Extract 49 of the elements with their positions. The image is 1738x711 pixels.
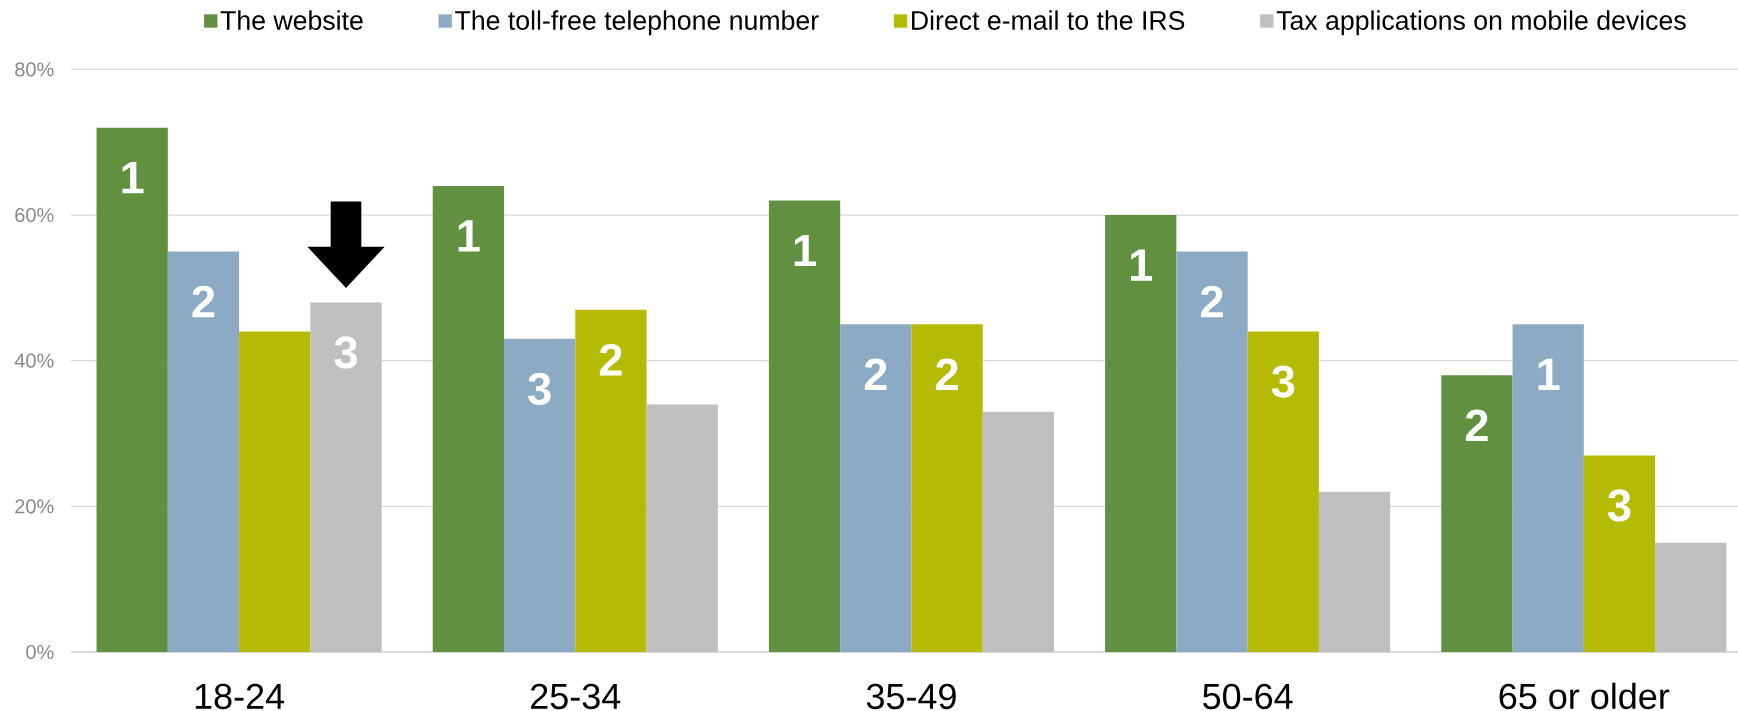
bar — [504, 338, 576, 652]
legend-label: The toll-free telephone number — [455, 10, 819, 36]
annotation: 2 — [1200, 285, 1223, 318]
bar — [575, 309, 647, 652]
annotation: 1 — [1131, 249, 1153, 281]
annotation: 1 — [122, 162, 144, 194]
annotation: 2 — [864, 358, 887, 391]
annotation: 1 — [458, 220, 480, 252]
bar — [911, 324, 983, 652]
annotation: 3 — [1271, 365, 1295, 398]
bar — [1176, 251, 1248, 652]
annotation: 3 — [334, 336, 357, 369]
bar — [239, 331, 311, 652]
x-tick-label: 35-49 — [866, 683, 956, 710]
legend-label: Direct e-mail to the IRS — [912, 10, 1185, 30]
legend-label: The website — [220, 10, 363, 30]
bar — [1655, 542, 1727, 652]
x-tick-label: 65 or older — [1499, 682, 1670, 710]
annotation: 2 — [599, 343, 622, 376]
bar — [1441, 375, 1513, 652]
bar — [1583, 455, 1656, 652]
bar — [768, 200, 841, 652]
x-tick-label: 18-24 — [195, 683, 285, 710]
x-tick-label: 50-64 — [1203, 683, 1293, 710]
annotation: 2 — [192, 285, 215, 318]
bar — [167, 251, 240, 652]
bar — [840, 324, 912, 652]
annotation: 2 — [1465, 409, 1488, 442]
y-tick-label: 0% — [26, 644, 54, 660]
bar — [1105, 215, 1177, 652]
y-tick-label: 80% — [15, 62, 54, 77]
bar — [982, 411, 1054, 652]
bar — [310, 302, 382, 652]
bar — [646, 404, 718, 652]
annotation: 3 — [528, 372, 551, 405]
bar — [432, 185, 505, 652]
y-tick-label: 60% — [15, 207, 54, 223]
x-tick-label: 25-34 — [531, 683, 621, 710]
annotation: 1 — [794, 234, 816, 267]
annotation: 1 — [1538, 358, 1560, 390]
bar — [1247, 331, 1319, 652]
annotation: 3 — [1607, 489, 1631, 522]
legend-label: Tax applications on mobile devices — [1276, 10, 1686, 36]
bar — [1318, 491, 1391, 652]
annotation: 2 — [936, 358, 958, 391]
y-tick-label: 40% — [14, 353, 54, 368]
y-tick-label: 20% — [15, 499, 54, 514]
bar — [1512, 324, 1584, 652]
bar — [96, 127, 168, 652]
